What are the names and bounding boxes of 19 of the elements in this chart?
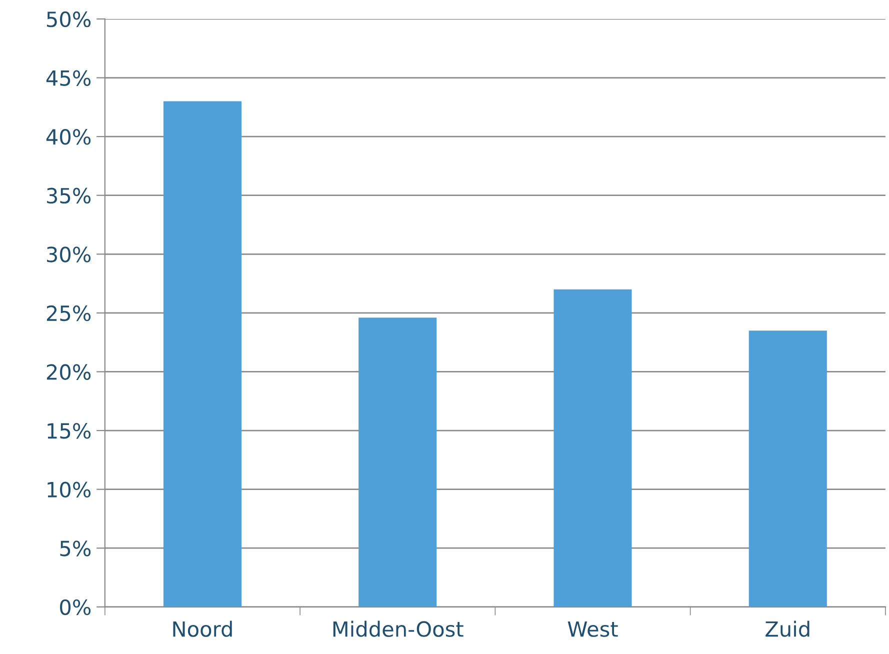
bar	[358, 318, 437, 607]
bar	[748, 330, 827, 607]
x-tick-label: Noord	[173, 620, 232, 637]
y-tick-label: 10%	[48, 482, 91, 498]
y-tick-label: 40%	[46, 129, 91, 145]
y-tick-label: 25%	[46, 305, 91, 322]
y-tick-label: 30%	[46, 246, 91, 262]
x-tick-label: Midden-Oost	[333, 620, 464, 637]
y-tick-label: 0%	[60, 599, 91, 616]
y-tick-label: 45%	[46, 70, 91, 86]
y-tick-label: 15%	[48, 422, 91, 439]
y-tick-label: 50%	[47, 11, 91, 28]
bar	[554, 289, 632, 607]
bar	[163, 101, 242, 607]
y-tick-label: 35%	[46, 188, 91, 204]
x-tick-label: West	[568, 621, 618, 637]
y-tick-label: 20%	[46, 364, 91, 380]
x-tick-label: Zuid	[766, 620, 810, 637]
y-tick-label: 5%	[60, 540, 91, 556]
